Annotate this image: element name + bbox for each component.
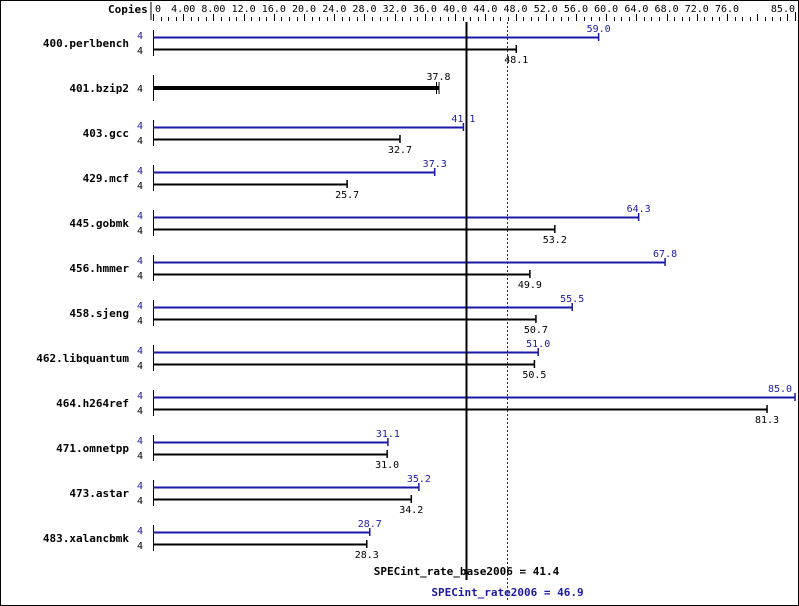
peak-copies-label: 4 [137, 256, 143, 267]
tick-label: 16.0 [262, 4, 286, 15]
benchmark-label: 456.hmmer [69, 262, 129, 275]
tick-label: 36.0 [413, 4, 437, 15]
peak-value-label: 37.3 [423, 159, 447, 170]
tick-label: 72.0 [685, 4, 709, 15]
base-copies-label: 4 [137, 451, 143, 462]
base-bar [153, 86, 439, 90]
base-copies-label: 4 [137, 226, 143, 237]
base-value-label: 49.9 [518, 280, 542, 291]
benchmark-label: 403.gcc [83, 127, 129, 140]
tick-label: 20.0 [292, 4, 316, 15]
tick-label: 76.0 [715, 4, 739, 15]
benchmark-label: 401.bzip2 [69, 82, 129, 95]
benchmark-label: 483.xalancbmk [43, 532, 129, 545]
peak-copies-label: 4 [137, 481, 143, 492]
tick-label: 64.0 [624, 4, 648, 15]
base-value-label: 37.8 [426, 72, 450, 83]
tick-label: 52.0 [534, 4, 558, 15]
peak-value-label: 85.0 [768, 384, 792, 395]
tick-label: 24.0 [322, 4, 346, 15]
tick-label: 60.0 [594, 4, 618, 15]
tick-label: 4.00 [171, 4, 195, 15]
peak-copies-label: 4 [137, 301, 143, 312]
base-copies-label: 4 [137, 136, 143, 147]
base-value-label: 34.2 [399, 505, 423, 516]
base-copies-label: 4 [137, 361, 143, 372]
peak-value-label: 55.5 [560, 294, 584, 305]
base-value-label: 50.7 [524, 325, 548, 336]
peak-value-label: 31.1 [376, 429, 400, 440]
benchmark-label: 471.omnetpp [56, 442, 129, 455]
benchmark-label: 429.mcf [83, 172, 129, 185]
base-value-label: 31.0 [375, 460, 399, 471]
tick-label: 32.0 [383, 4, 407, 15]
base-value-label: 48.1 [504, 55, 528, 66]
base-copies-label: 4 [137, 181, 143, 192]
benchmark-label: 458.sjeng [69, 307, 129, 320]
base-copies-label: 4 [137, 316, 143, 327]
peak-copies-label: 4 [137, 121, 143, 132]
base-value-label: 50.5 [522, 370, 546, 381]
benchmark-label: 464.h264ref [56, 397, 129, 410]
peak-copies-label: 4 [137, 436, 143, 447]
benchmark-label: 473.astar [69, 487, 129, 500]
peak-copies-label: 4 [137, 391, 143, 402]
base-value-label: 81.3 [755, 415, 779, 426]
tick-label: 56.0 [564, 4, 588, 15]
base-copies-label: 4 [137, 541, 143, 552]
base-value-label: 25.7 [335, 190, 359, 201]
tick-label: 85.0 [771, 4, 795, 15]
base-copies-label: 4 [137, 271, 143, 282]
benchmark-label: 400.perlbench [43, 37, 129, 50]
base-copies-label: 4 [137, 406, 143, 417]
peak-value-label: 67.8 [653, 249, 677, 260]
base-reference-label: SPECint_rate_base2006 = 41.4 [374, 565, 560, 578]
base-copies-label: 4 [137, 496, 143, 507]
base-value-label: 32.7 [388, 145, 412, 156]
peak-value-label: 64.3 [627, 204, 651, 215]
benchmark-label: 445.gobmk [69, 217, 129, 230]
peak-value-label: 51.0 [526, 339, 550, 350]
peak-value-label: 59.0 [587, 24, 611, 35]
peak-copies-label: 4 [137, 346, 143, 357]
peak-value-label: 28.7 [358, 519, 382, 530]
copies-label: 4 [137, 84, 143, 95]
tick-label: 28.0 [352, 4, 376, 15]
base-value-label: 28.3 [355, 550, 379, 561]
tick-label: 68.0 [655, 4, 679, 15]
peak-copies-label: 4 [137, 166, 143, 177]
peak-copies-label: 4 [137, 211, 143, 222]
tick-label: 0 [155, 4, 161, 15]
axis-header: Copies [108, 3, 148, 16]
benchmark-label: 462.libquantum [36, 352, 129, 365]
peak-reference-label: SPECint_rate2006 = 46.9 [431, 586, 583, 599]
tick-label: 44.0 [473, 4, 497, 15]
tick-label: 12.0 [232, 4, 256, 15]
base-copies-label: 4 [137, 46, 143, 57]
peak-value-label: 35.2 [407, 474, 431, 485]
tick-label: 40.0 [443, 4, 467, 15]
tick-label: 48.0 [503, 4, 527, 15]
peak-copies-label: 4 [137, 526, 143, 537]
base-value-label: 53.2 [543, 235, 567, 246]
peak-copies-label: 4 [137, 31, 143, 42]
tick-label: 8.00 [201, 4, 225, 15]
peak-value-label: 41.1 [451, 114, 475, 125]
